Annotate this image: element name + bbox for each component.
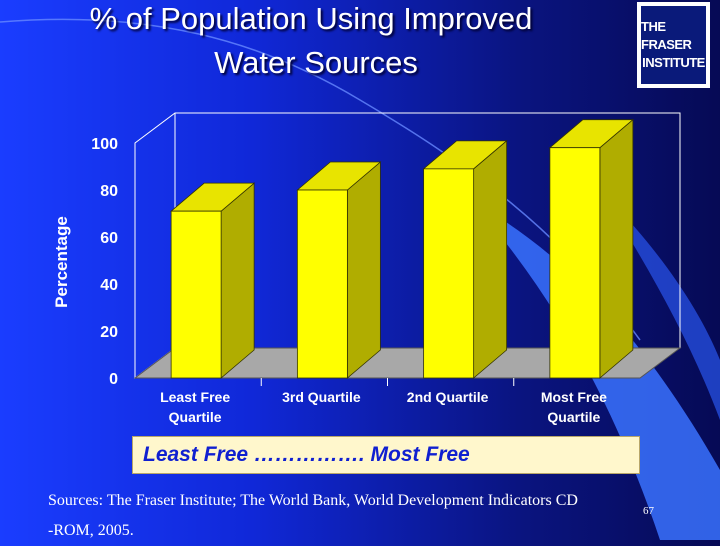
- chart-bars: [170, 118, 634, 379]
- y-axis-ticks: 0 20 40 60 80 100: [91, 136, 118, 388]
- y-tick-label: 0: [109, 371, 118, 388]
- x-tick-label: Most Free: [541, 389, 607, 405]
- y-tick-label: 60: [100, 230, 118, 247]
- bar: [422, 139, 508, 379]
- sources-note: Sources: The Fraser Institute; The World…: [48, 486, 668, 546]
- bar-front: [296, 189, 348, 379]
- y-tick-label: 40: [100, 277, 118, 294]
- x-tick-label: 2nd Quartile: [407, 389, 489, 405]
- slide-title-line-2: Water Sources: [214, 45, 418, 80]
- x-tick-label: 3rd Quartile: [282, 389, 361, 405]
- sources-line-2: -ROM, 2005.: [48, 522, 134, 539]
- sources-line-1: Sources: The Fraser Institute; The World…: [48, 492, 578, 509]
- bar: [548, 118, 634, 379]
- y-axis-label: Percentage: [52, 216, 71, 308]
- x-axis-ticks: Least Free Quartile 3rd Quartile 2nd Quarti…: [160, 378, 607, 425]
- bar-front: [423, 168, 475, 379]
- y-tick-label: 80: [100, 183, 118, 200]
- page-number: 67: [643, 505, 654, 517]
- y-tick-label: 20: [100, 324, 118, 341]
- x-tick-label: Quartile: [547, 409, 600, 425]
- logo-text-line-1: THE FRASER: [641, 19, 692, 52]
- fraser-institute-logo: THE FRASER INSTITUTE: [637, 2, 710, 88]
- bar: [170, 182, 256, 379]
- slide-title-line-1: % of Population Using Improved: [89, 1, 533, 36]
- bar-side: [220, 182, 255, 379]
- bar-side: [599, 118, 634, 379]
- bar-front: [170, 210, 222, 379]
- bar-side: [346, 161, 381, 379]
- y-tick-label: 100: [91, 136, 118, 153]
- logo-text-line-2: INSTITUTE: [642, 55, 705, 70]
- bar-side: [473, 139, 508, 379]
- x-tick-label: Quartile: [169, 409, 222, 425]
- freedom-scale-banner: Least Free ……………. Most Free: [132, 436, 640, 474]
- x-tick-label: Least Free: [160, 389, 230, 405]
- freedom-scale-text: Least Free ……………. Most Free: [143, 443, 470, 466]
- bar: [296, 161, 382, 379]
- bar-front: [549, 147, 601, 379]
